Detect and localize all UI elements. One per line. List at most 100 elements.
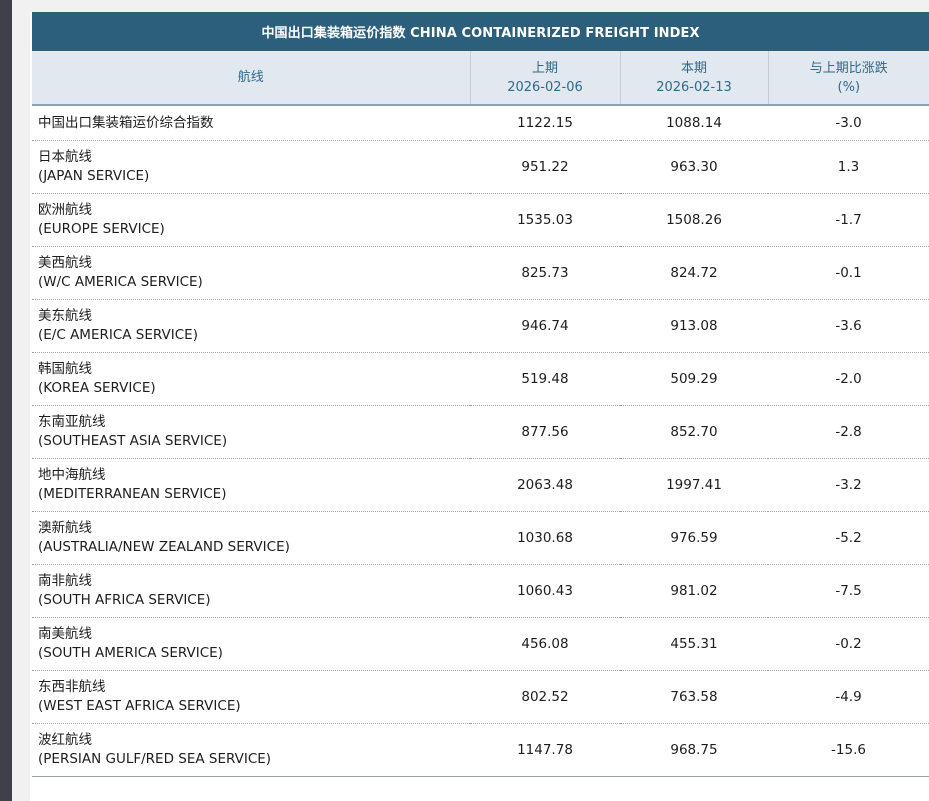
route-name-cn: 欧洲航线 bbox=[38, 202, 92, 218]
table-row: 南美航线 (SOUTH AMERICA SERVICE) 456.08 455.31-… bbox=[32, 617, 929, 671]
route-name-en: (SOUTH AFRICA SERVICE) bbox=[38, 592, 211, 608]
current-value-cell: 852.70 bbox=[620, 405, 768, 459]
route-cell: 地中海航线 (MEDITERRANEAN SERVICE) bbox=[32, 458, 470, 512]
previous-value-cell: 825.73 bbox=[470, 246, 620, 300]
route-name-cn: 韩国航线 bbox=[38, 361, 92, 377]
route-cell: 美东航线 (E/C AMERICA SERVICE) bbox=[32, 299, 470, 353]
route-name-en: (E/C AMERICA SERVICE) bbox=[38, 327, 198, 343]
current-value-cell: 455.31 bbox=[620, 617, 768, 671]
route-name-cn: 东南亚航线 bbox=[38, 414, 106, 430]
change-percent-cell: -3.0 bbox=[768, 105, 929, 141]
content-panel: 中国出口集装箱运价指数 CHINA CONTAINERIZED FREIGHT … bbox=[30, 12, 929, 801]
change-percent-cell: -0.1 bbox=[768, 246, 929, 300]
route-cell: 东南亚航线 (SOUTHEAST ASIA SERVICE) bbox=[32, 405, 470, 459]
current-value-cell: 963.30 bbox=[620, 140, 768, 194]
table-body: 中国出口集装箱运价综合指数 1122.15 1088.14 -3.0 日本航线 (JAPA… bbox=[32, 105, 929, 777]
change-percent-cell: -15.6 bbox=[768, 723, 929, 777]
current-value-cell: 968.75 bbox=[620, 723, 768, 777]
header-current-period: 本期 2026-02-13 bbox=[620, 51, 769, 106]
route-name-en: (SOUTH AMERICA SERVICE) bbox=[38, 645, 223, 661]
table-row: 欧洲航线 (EUROPE SERVICE) 1535.03 1508.26 -1.7 bbox=[32, 193, 929, 247]
previous-value-cell: 1535.03 bbox=[470, 193, 620, 247]
route-name-cn: 澳新航线 bbox=[38, 520, 92, 536]
route-cell: 韩国航线 (KOREA SERVICE) bbox=[32, 352, 470, 406]
change-percent-cell: -1.7 bbox=[768, 193, 929, 247]
previous-value-cell: 456.08 bbox=[470, 617, 620, 671]
route-cell: 南非航线 (SOUTH AFRICA SERVICE) bbox=[32, 564, 470, 618]
header-current-label: 本期 bbox=[680, 60, 707, 76]
header-change: 与上期比涨跌 (%) bbox=[768, 51, 929, 106]
route-name-en: (AUSTRALIA/NEW ZEALAND SERVICE) bbox=[38, 539, 290, 555]
route-name-cn: 地中海航线 bbox=[38, 467, 106, 483]
header-route: 航线 bbox=[32, 51, 471, 106]
previous-value-cell: 946.74 bbox=[470, 299, 620, 353]
header-previous-label: 上期 bbox=[531, 60, 558, 76]
current-value-cell: 976.59 bbox=[620, 511, 768, 565]
route-name-en: (KOREA SERVICE) bbox=[38, 380, 156, 396]
route-name-cn: 东西非航线 bbox=[38, 679, 106, 695]
table-row: 美东航线 (E/C AMERICA SERVICE) 946.74 913.08 -3.… bbox=[32, 299, 929, 353]
route-name-cn: 日本航线 bbox=[38, 149, 92, 165]
current-value-cell: 1508.26 bbox=[620, 193, 768, 247]
change-percent-cell: 1.3 bbox=[768, 140, 929, 194]
previous-value-cell: 877.56 bbox=[470, 405, 620, 459]
freight-index-table-wrap: 中国出口集装箱运价指数 CHINA CONTAINERIZED FREIGHT … bbox=[32, 12, 929, 777]
table-row: 日本航线 (JAPAN SERVICE) 951.22 963.30 1.3 bbox=[32, 140, 929, 194]
route-name-cn: 中国出口集装箱运价综合指数 bbox=[38, 114, 214, 131]
route-name-cn: 南美航线 bbox=[38, 626, 92, 642]
route-cell: 南美航线 (SOUTH AMERICA SERVICE) bbox=[32, 617, 470, 671]
table-row: 澳新航线 (AUSTRALIA/NEW ZEALAND SERVICE) 1030.… bbox=[32, 511, 929, 565]
route-name-cn: 美东航线 bbox=[38, 308, 92, 324]
previous-value-cell: 519.48 bbox=[470, 352, 620, 406]
change-percent-cell: -3.6 bbox=[768, 299, 929, 353]
table-row: 地中海航线 (MEDITERRANEAN SERVICE) 2063.48 1997.… bbox=[32, 458, 929, 512]
change-percent-cell: -4.9 bbox=[768, 670, 929, 724]
route-cell: 欧洲航线 (EUROPE SERVICE) bbox=[32, 193, 470, 247]
table-title: 中国出口集装箱运价指数 CHINA CONTAINERIZED FREIGHT … bbox=[32, 12, 929, 51]
table-row: 中国出口集装箱运价综合指数 1122.15 1088.14 -3.0 bbox=[32, 105, 929, 141]
table-row: 南非航线 (SOUTH AFRICA SERVICE) 1060.43 981.02-… bbox=[32, 564, 929, 618]
route-name-cn: 波红航线 bbox=[38, 732, 92, 748]
route-cell: 中国出口集装箱运价综合指数 bbox=[32, 105, 470, 141]
table-row: 美西航线 (W/C AMERICA SERVICE) 825.73 824.72 -0.… bbox=[32, 246, 929, 300]
left-window-edge bbox=[0, 0, 12, 801]
current-value-cell: 509.29 bbox=[620, 352, 768, 406]
change-percent-cell: -3.2 bbox=[768, 458, 929, 512]
header-route-label: 航线 bbox=[237, 70, 264, 85]
table-row: 波红航线 (PERSIAN GULF/RED SEA SERVICE) 1147.7… bbox=[32, 723, 929, 777]
change-percent-cell: -7.5 bbox=[768, 564, 929, 618]
table-row: 韩国航线 (KOREA SERVICE) 519.48 509.29 -2.0 bbox=[32, 352, 929, 406]
current-value-cell: 1088.14 bbox=[620, 105, 768, 141]
current-value-cell: 824.72 bbox=[620, 246, 768, 300]
table-row: 东南亚航线 (SOUTHEAST ASIA SERVICE) 877.56 852.7… bbox=[32, 405, 929, 459]
route-cell: 波红航线 (PERSIAN GULF/RED SEA SERVICE) bbox=[32, 723, 470, 777]
route-name-en: (JAPAN SERVICE) bbox=[38, 168, 150, 184]
route-name-en: (SOUTHEAST ASIA SERVICE) bbox=[38, 433, 228, 449]
header-previous-date: 2026-02-06 bbox=[507, 79, 583, 95]
table-row: 东西非航线 (WEST EAST AFRICA SERVICE) 802.52 763… bbox=[32, 670, 929, 724]
previous-value-cell: 1147.78 bbox=[470, 723, 620, 777]
header-previous-period: 上期 2026-02-06 bbox=[470, 51, 621, 106]
previous-value-cell: 2063.48 bbox=[470, 458, 620, 512]
route-name-en: (WEST EAST AFRICA SERVICE) bbox=[38, 698, 241, 714]
route-cell: 澳新航线 (AUSTRALIA/NEW ZEALAND SERVICE) bbox=[32, 511, 470, 565]
current-value-cell: 1997.41 bbox=[620, 458, 768, 512]
route-cell: 东西非航线 (WEST EAST AFRICA SERVICE) bbox=[32, 670, 470, 724]
route-cell: 日本航线 (JAPAN SERVICE) bbox=[32, 140, 470, 194]
route-name-en: (W/C AMERICA SERVICE) bbox=[38, 274, 203, 290]
route-name-cn: 南非航线 bbox=[38, 573, 92, 589]
change-percent-cell: -0.2 bbox=[768, 617, 929, 671]
route-name-cn: 美西航线 bbox=[38, 255, 92, 271]
current-value-cell: 763.58 bbox=[620, 670, 768, 724]
header-current-date: 2026-02-13 bbox=[656, 79, 732, 95]
route-cell: 美西航线 (W/C AMERICA SERVICE) bbox=[32, 246, 470, 300]
previous-value-cell: 1060.43 bbox=[470, 564, 620, 618]
route-name-en: (EUROPE SERVICE) bbox=[38, 221, 165, 237]
current-value-cell: 913.08 bbox=[620, 299, 768, 353]
change-percent-cell: -2.0 bbox=[768, 352, 929, 406]
header-change-label: 与上期比涨跌 bbox=[809, 60, 888, 76]
route-name-en: (MEDITERRANEAN SERVICE) bbox=[38, 486, 227, 502]
current-value-cell: 981.02 bbox=[620, 564, 768, 618]
change-percent-cell: -5.2 bbox=[768, 511, 929, 565]
route-name-en: (PERSIAN GULF/RED SEA SERVICE) bbox=[38, 751, 272, 767]
